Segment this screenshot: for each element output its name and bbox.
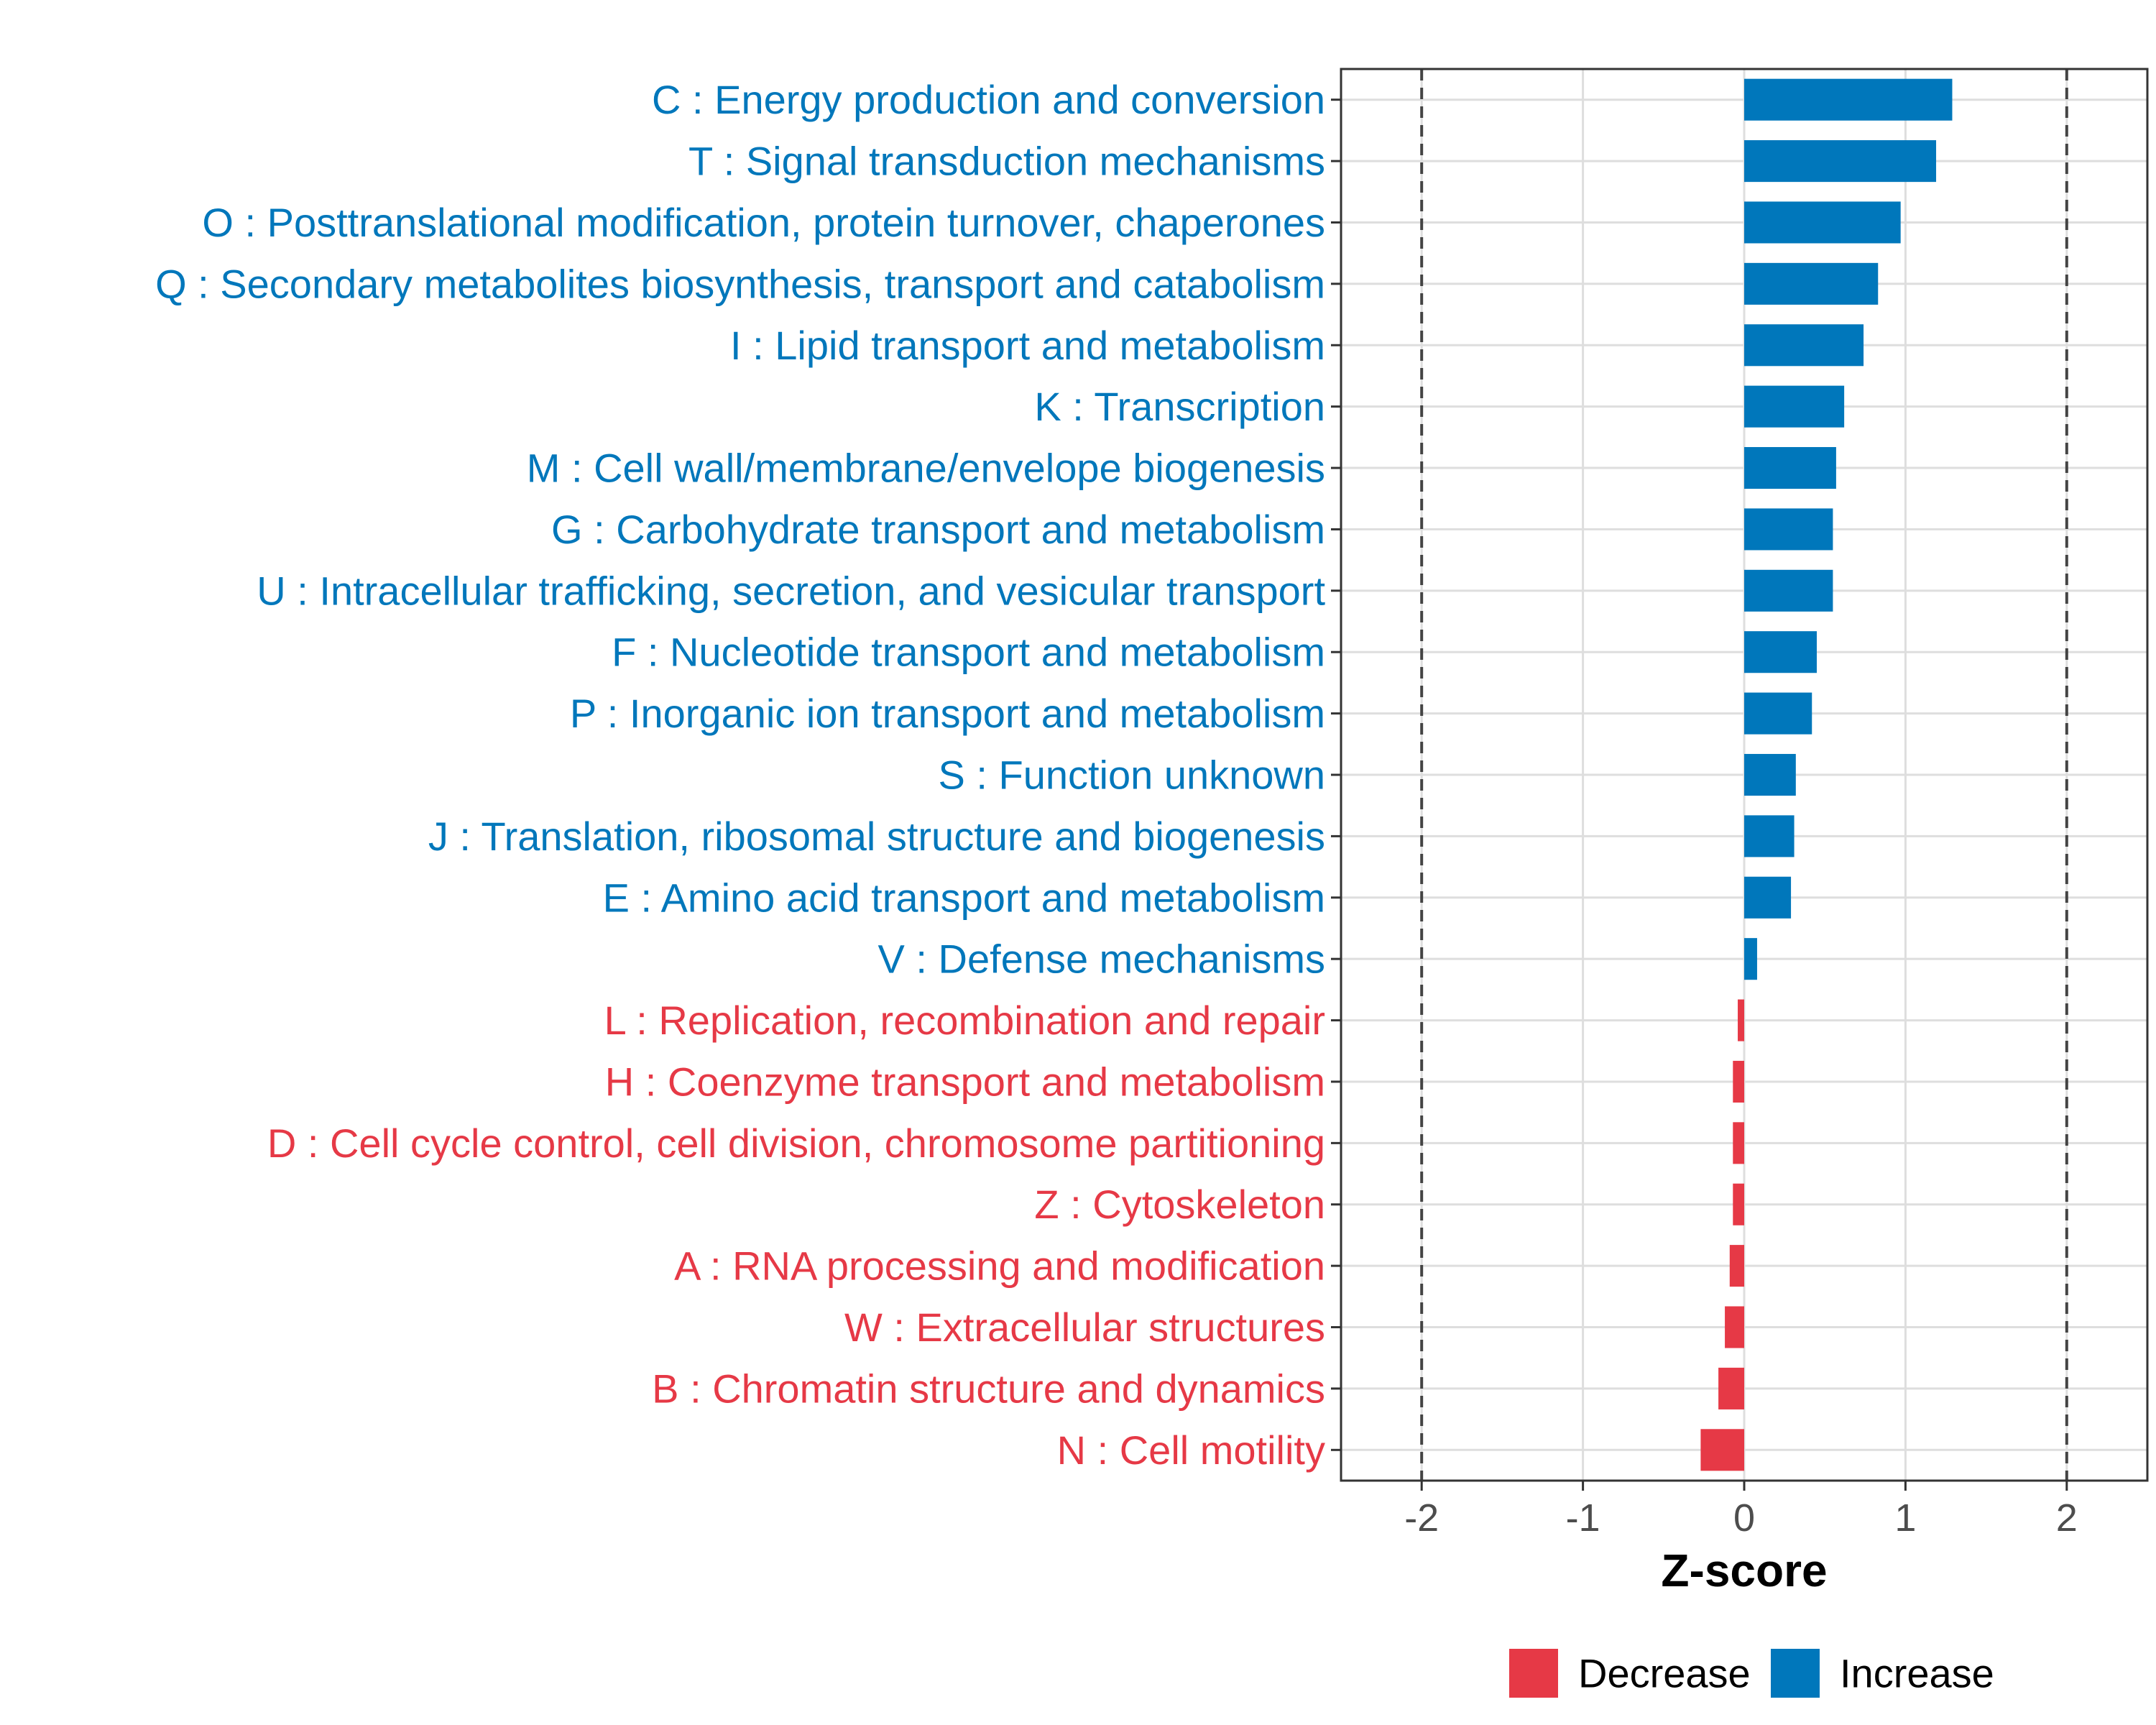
x-tick-label: 0: [1733, 1496, 1755, 1540]
bar: [1744, 324, 1864, 367]
bar: [1744, 262, 1879, 305]
category-label: I : Lipid transport and metabolism: [730, 323, 1325, 368]
category-label: J : Translation, ribosomal structure and…: [428, 814, 1325, 859]
y-axis-labels: C : Energy production and conversion T : …: [155, 77, 1325, 1473]
x-axis-ticks: [1420, 1481, 2068, 1491]
category-label: P : Inorganic ion transport and metaboli…: [570, 691, 1325, 736]
bar: [1744, 385, 1845, 428]
category-label: M : Cell wall/membrane/envelope biogenes…: [527, 446, 1325, 491]
legend-swatch: [1509, 1649, 1558, 1698]
bar: [1744, 569, 1833, 612]
bar: [1744, 201, 1901, 244]
x-tick-label: 2: [2056, 1496, 2078, 1540]
x-axis-labels: -2 -1 0 1 2: [1404, 1496, 2078, 1540]
legend: Decrease Increase: [1509, 1649, 1994, 1698]
category-label: S : Function unknown: [938, 753, 1325, 798]
x-tick-label: 1: [1894, 1496, 1916, 1540]
category-label: F : Nucleotide transport and metabolism: [612, 630, 1325, 675]
category-label: L : Replication, recombination and repai…: [604, 998, 1325, 1043]
category-label: T : Signal transduction mechanisms: [688, 139, 1325, 184]
bar: [1744, 753, 1796, 796]
x-tick-label: -2: [1404, 1496, 1439, 1540]
bar: [1744, 78, 1953, 121]
bar: [1738, 999, 1744, 1041]
bar: [1744, 631, 1817, 673]
category-label: K : Transcription: [1034, 384, 1325, 429]
category-label: W : Extracellular structures: [844, 1305, 1325, 1350]
category-label: A : RNA processing and modification: [674, 1243, 1325, 1289]
legend-label: Decrease: [1578, 1651, 1751, 1696]
category-label: Q : Secondary metabolites biosynthesis, …: [155, 261, 1325, 306]
bar: [1729, 1245, 1744, 1287]
bar: [1744, 447, 1836, 489]
bar: [1718, 1367, 1744, 1409]
category-label: Z : Cytoskeleton: [1034, 1182, 1325, 1227]
bars: [1700, 78, 1953, 1471]
y-axis-ticks: [1331, 98, 1341, 1451]
x-tick-label: -1: [1566, 1496, 1600, 1540]
bar: [1733, 1060, 1744, 1103]
category-label: N : Cell motility: [1057, 1427, 1325, 1473]
bar: [1744, 140, 1937, 183]
category-label: D : Cell cycle control, cell division, c…: [267, 1121, 1325, 1166]
bar: [1744, 508, 1833, 551]
bar: [1733, 1183, 1744, 1225]
category-label: G : Carbohydrate transport and metabolis…: [551, 507, 1325, 552]
reference-lines: [1420, 69, 2068, 1481]
bar: [1744, 876, 1792, 919]
bar: [1733, 1122, 1744, 1164]
category-label: C : Energy production and conversion: [652, 77, 1325, 122]
category-label: V : Defense mechanisms: [878, 937, 1325, 982]
category-label: O : Posttranslational modification, prot…: [202, 200, 1325, 245]
legend-label: Increase: [1840, 1651, 1994, 1696]
bar: [1744, 692, 1812, 735]
bar: [1744, 815, 1795, 857]
bar: [1700, 1429, 1744, 1471]
x-axis-title: Z-score: [1661, 1545, 1827, 1596]
category-label: E : Amino acid transport and metabolism: [603, 875, 1325, 920]
legend-swatch: [1771, 1649, 1820, 1698]
category-label: U : Intracellular trafficking, secretion…: [257, 568, 1325, 613]
category-label: B : Chromatin structure and dynamics: [652, 1366, 1325, 1411]
bar: [1725, 1306, 1744, 1348]
bar: [1744, 938, 1757, 980]
category-label: H : Coenzyme transport and metabolism: [605, 1059, 1325, 1104]
